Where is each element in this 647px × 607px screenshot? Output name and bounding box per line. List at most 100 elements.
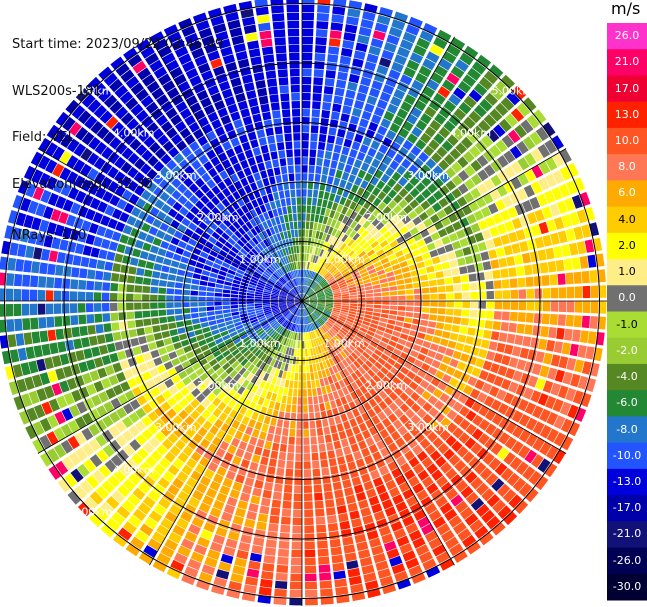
velocity-gate [132,60,147,74]
velocity-gate [412,344,422,352]
velocity-gate [286,297,295,300]
velocity-gate [390,430,401,441]
velocity-gate [85,234,96,245]
velocity-gate [374,22,389,33]
velocity-gate [391,467,402,479]
velocity-gate [333,306,341,309]
velocity-gate [287,294,295,299]
velocity-gate [286,149,293,158]
velocity-gate [180,387,190,397]
velocity-gate [373,244,382,253]
velocity-gate [420,281,429,288]
velocity-gate [483,395,495,408]
velocity-gate [229,331,238,338]
velocity-gate [200,275,209,281]
velocity-gate [317,370,323,379]
velocity-gate [306,278,309,286]
velocity-gate [283,286,290,292]
velocity-gate [576,209,588,224]
velocity-gate [349,201,357,211]
velocity-gate [373,292,382,297]
velocity-gate [425,207,436,217]
velocity-gate [303,308,306,317]
velocity-gate [205,190,215,200]
velocity-gate [97,201,108,213]
velocity-gate [263,306,271,310]
velocity-gate [54,316,63,327]
velocity-gate [434,329,443,337]
velocity-gate [181,146,192,158]
velocity-gate [493,280,502,289]
velocity-gate [524,487,539,503]
velocity-gate [351,518,363,528]
velocity-gate [262,273,270,280]
velocity-gate [546,412,559,426]
velocity-gate [279,294,287,297]
velocity-gate [347,567,361,578]
velocity-gate [419,347,429,355]
velocity-gate [358,499,369,510]
velocity-gate [324,342,330,351]
velocity-gate [312,347,317,356]
velocity-gate [164,378,175,389]
velocity-gate [428,99,442,112]
velocity-gate [433,424,445,436]
velocity-gate [429,450,442,462]
velocity-gate [240,459,250,469]
velocity-gate [193,544,208,556]
velocity-gate [165,184,176,195]
velocity-gate [92,82,107,97]
velocity-gate [174,364,184,373]
velocity-gate [426,242,436,251]
velocity-gate [297,269,300,278]
velocity-gate [368,537,382,548]
velocity-gate [354,214,363,223]
velocity-gate [357,226,366,235]
velocity-gate [360,473,371,483]
velocity-gate [389,286,398,291]
velocity-gate [93,380,104,393]
velocity-gate [371,352,380,361]
velocity-gate [198,307,207,312]
velocity-gate [294,301,302,303]
velocity-gate [52,146,65,161]
velocity-gate [89,197,101,210]
velocity-gate [163,337,173,346]
velocity-gate [333,211,340,220]
velocity-gate [506,256,516,267]
velocity-gate [148,436,161,449]
velocity-gate [307,348,311,357]
velocity-gate [373,106,385,117]
velocity-gate [238,542,251,552]
velocity-gate [351,381,359,391]
velocity-gate [340,47,353,58]
velocity-gate [332,6,346,16]
velocity-gate [309,304,317,308]
velocity-gate [282,174,289,183]
velocity-gate [53,290,62,301]
velocity-gate [537,458,551,473]
velocity-gate [271,293,279,296]
velocity-gate [332,288,341,293]
velocity-gate [134,185,145,197]
velocity-gate [322,283,330,289]
velocity-gate [212,350,222,358]
velocity-gate [323,261,330,269]
velocity-gate [176,321,185,328]
velocity-gate [429,286,438,293]
velocity-gate [48,465,62,480]
velocity-gate [537,144,551,158]
velocity-gate [368,495,380,506]
velocity-gate [284,476,293,485]
velocity-gate [474,462,487,475]
velocity-gate [545,247,555,260]
velocity-gate [277,344,283,352]
velocity-gate [327,375,334,385]
velocity-gate [254,479,264,489]
velocity-gate [345,346,353,354]
velocity-gate [418,551,433,564]
velocity-gate [325,274,333,281]
velocity-gate [339,370,346,379]
velocity-gate [227,237,236,246]
velocity-gate [393,268,402,276]
